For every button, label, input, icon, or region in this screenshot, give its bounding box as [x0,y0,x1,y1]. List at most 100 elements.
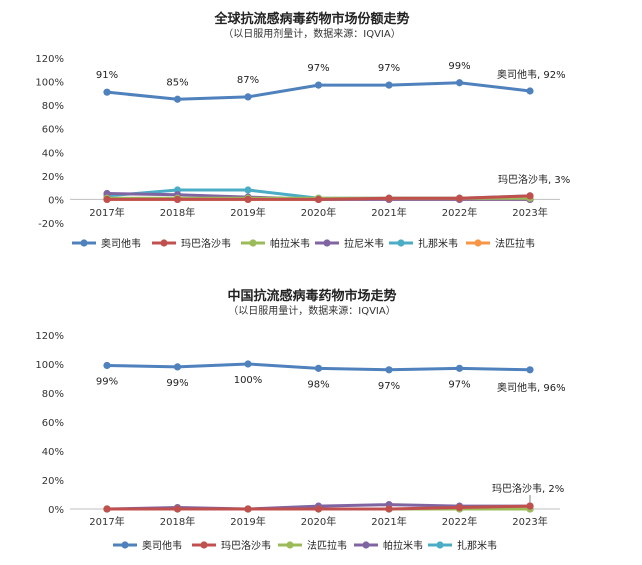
chart2-data-point [385,366,393,374]
chart2-data-label: 97% [378,381,400,392]
chart2-title: 中国抗流感病毒药物市场走势 [227,288,396,304]
chart2-legend-label: 法匹拉韦 [307,539,347,552]
chart1-data-point [385,194,393,202]
chart2-data-point [526,502,534,510]
chart2-data-point [455,503,464,512]
chart1-data-label: 97% [378,63,400,74]
chart1-data-label: 87% [237,75,259,86]
chart1-y-tick: 80% [42,101,64,112]
chart2-y-tick: 100% [35,360,64,371]
chart2-data-point [103,361,111,370]
chart2-x-tick: 2018年 [160,515,195,528]
chart1-data-label: 99% [448,61,470,72]
chart2-y-tick: 80% [42,389,64,400]
chart1-y-tick: 20% [42,172,64,183]
chart2-x-tick: 2021年 [371,515,406,528]
chart2-data-point [103,505,111,513]
chart2-data-label: 99% [166,378,188,389]
chart2-data-label: 98% [307,379,329,390]
chart1-x-tick: 2019年 [230,206,265,219]
chart2-data-label: 100% [234,375,263,386]
chart1-legend-swatch-marker [249,239,257,247]
chart2-data-point [314,364,323,372]
chart1-data-point [314,81,323,89]
chart2-y-tick: 60% [42,418,64,429]
chart2-legend-label: 扎那米韦 [457,539,497,552]
chart2-data-point [314,505,323,513]
chart2-y-tick: 120% [35,331,64,342]
chart2-legend-label: 帕拉米韦 [383,539,423,552]
chart2-y-tick: 40% [42,447,64,458]
chart1-end-label-top: 奥司他韦, 92% [497,68,566,81]
chart1-x-tick: 2020年 [301,206,336,219]
chart2-data-point [385,505,393,513]
chart1-x-tick: 2017年 [89,206,124,219]
chart2-y-tick: 20% [42,476,64,487]
chart1-legend-swatch-marker [474,239,482,247]
chart2-subtitle: （以日服用量计，数据来源：IQVIA） [228,304,395,317]
chart1-legend-swatch-marker [160,239,168,247]
chart1-data-label: 91% [96,70,118,81]
chart2-x-tick: 2019年 [230,515,265,528]
chart2-legend-swatch-marker [121,541,129,549]
chart2-y-tick: 0% [48,505,64,516]
chart1-data-point [103,195,111,204]
chart1-data-point [244,186,252,194]
chart1-x-tick: 2023年 [512,206,547,219]
chart1-data-point [385,81,393,89]
chart1-legend-label: 扎那米韦 [418,237,458,250]
chart1-data-label: 85% [166,77,188,88]
chart2-x-tick: 2020年 [301,515,336,528]
chart2-legend-label: 奥司他韦 [142,539,182,552]
chart2-x-tick: 2017年 [89,515,124,528]
chart1-data-point [526,192,534,200]
chart1-data-point [244,195,252,204]
chart2-legend-swatch-marker [436,541,444,549]
chart1-legend-label: 玛巴洛沙韦 [181,237,231,250]
chart1-y-tick: 100% [35,78,64,89]
chart2-data-point [455,364,464,372]
chart2-legend-swatch-marker [286,541,294,549]
chart2-legend-swatch-marker [362,541,370,549]
chart1-legend-label: 拉尼米韦 [344,237,384,250]
chart1-legend-label: 帕拉米韦 [270,237,310,250]
chart2-data-point [173,505,182,513]
chart1-data-point [455,79,464,87]
chart1-y-tick: 0% [48,195,64,206]
chart1-legend-swatch-marker [397,239,405,247]
chart1-data-point [173,195,182,204]
chart1-data-point [314,195,323,204]
chart2-x-tick: 2022年 [442,515,477,528]
chart1-data-point [173,95,182,103]
chart2-data-point [244,505,252,513]
chart1-data-point [103,88,111,96]
chart1-data-label: 97% [307,63,329,74]
chart2-data-label: 97% [448,379,470,390]
chart1-data-point [526,87,534,95]
chart2-data-point [244,360,252,368]
chart1-data-point [244,93,252,101]
chart1-y-tick: 40% [42,148,64,159]
chart2-legend-label: 玛巴洛沙韦 [221,539,271,552]
chart1-x-tick: 2018年 [160,206,195,219]
chart1-x-tick: 2022年 [442,206,477,219]
chart1-data-point [455,194,464,202]
chart1-subtitle: （以日服用剂量计，数据来源：IQVIA） [223,27,400,40]
chart1-title: 全球抗流感病毒药物市场份额走势 [213,11,409,27]
chart1-legend-label: 奥司他韦 [101,237,141,250]
chart2-legend-swatch-marker [200,541,208,549]
chart2-data-label: 99% [96,376,118,387]
chart1-legend-swatch-marker [323,239,331,247]
chart2-end-label-top: 奥司他韦, 96% [497,381,566,394]
chart2-data-point [173,363,182,371]
chart1-legend-label: 法匹拉韦 [495,237,535,250]
chart2-end-label-bottom: 玛巴洛沙韦, 2% [492,482,564,495]
chart2-data-point [526,366,534,374]
chart1-x-tick: 2021年 [371,206,406,219]
chart1-y-tick: 120% [35,54,64,65]
chart1-y-tick: -20% [38,219,64,230]
chart1-y-tick: 60% [42,125,64,136]
chart2-x-tick: 2023年 [512,515,547,528]
chart1-legend-swatch-marker [80,239,88,247]
